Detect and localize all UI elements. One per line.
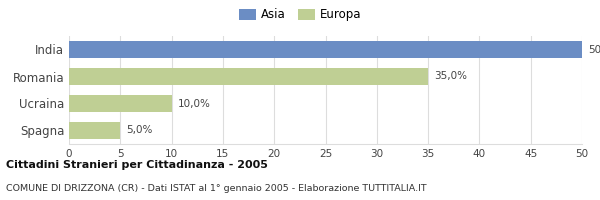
Bar [69, 41, 582, 58]
Bar [69, 122, 120, 139]
Text: 10,0%: 10,0% [178, 98, 211, 108]
Text: Cittadini Stranieri per Cittadinanza - 2005: Cittadini Stranieri per Cittadinanza - 2… [6, 160, 268, 170]
Bar [69, 95, 172, 112]
Text: 5,0%: 5,0% [127, 126, 153, 136]
Text: 35,0%: 35,0% [434, 72, 467, 82]
Text: 50,0%: 50,0% [588, 45, 600, 54]
Bar [69, 68, 428, 85]
Legend: Asia, Europa: Asia, Europa [236, 6, 364, 24]
Text: COMUNE DI DRIZZONA (CR) - Dati ISTAT al 1° gennaio 2005 - Elaborazione TUTTITALI: COMUNE DI DRIZZONA (CR) - Dati ISTAT al … [6, 184, 427, 193]
